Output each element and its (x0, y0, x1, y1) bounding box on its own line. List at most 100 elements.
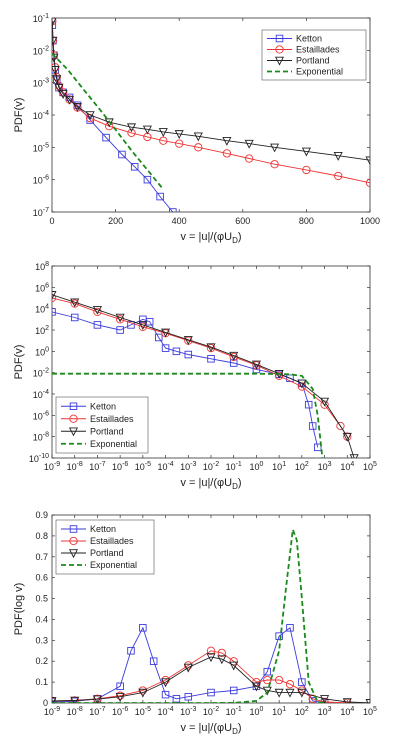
y-tick-label: 100 (35, 346, 49, 357)
x-tick-label: 0 (49, 216, 54, 226)
data-point-portland (92, 305, 102, 315)
data-point-ketton (286, 374, 294, 382)
x-tick-label: 10-7 (89, 461, 105, 472)
legend-marker-portland (274, 56, 285, 66)
y-tick-label: 0.7 (35, 552, 48, 562)
data-point-ketton (161, 690, 170, 699)
x-tick-label: 10-4 (157, 461, 173, 472)
y-tick-label: 0.3 (35, 635, 48, 645)
data-point-ketton (229, 686, 238, 695)
data-point-portland (72, 102, 82, 112)
data-point-portland (58, 90, 68, 99)
data-point-portland (251, 360, 261, 370)
x-tick-label: 10-1 (226, 706, 242, 717)
legend-marker-portland (68, 427, 79, 437)
x-tick-label: 105 (363, 461, 377, 472)
data-point-estaillades (263, 675, 272, 685)
data-point-estaillades (115, 315, 125, 324)
data-point-ketton (156, 192, 164, 201)
data-point-portland (126, 123, 137, 133)
x-tick-label: 104 (340, 461, 354, 472)
x-tick-label: 800 (299, 216, 314, 226)
y-tick-label: 10-8 (33, 432, 49, 443)
data-point-estaillades (127, 128, 136, 138)
data-point-estaillades (86, 113, 95, 123)
x-axis-label: v = |u|/(φUD) (180, 722, 241, 736)
y-tick-label: 10-2 (33, 45, 49, 56)
data-point-estaillades (285, 680, 295, 689)
data-point-ketton (207, 688, 215, 697)
x-tick-label: 102 (295, 461, 309, 472)
y-tick-label: 104 (35, 304, 49, 315)
data-point-portland (54, 83, 64, 93)
data-point-portland (229, 351, 239, 361)
data-point-estaillades (217, 648, 226, 658)
data-point-ketton (275, 632, 283, 640)
data-point-portland (115, 692, 125, 702)
data-point-estaillades (336, 421, 345, 431)
data-point-portland (193, 132, 203, 142)
y-tick-label: 102 (35, 325, 49, 336)
data-point-ketton (313, 443, 322, 452)
data-point-portland (52, 36, 58, 46)
series-group (52, 291, 359, 458)
legend-label-estaillades: Estaillades (90, 536, 134, 546)
data-point-portland (333, 151, 343, 161)
y-tick-label: 0.6 (35, 573, 48, 583)
x-tick-label: 102 (295, 706, 309, 717)
y-tick-label: 10-4 (33, 110, 49, 121)
data-point-estaillades (245, 154, 254, 163)
data-point-ketton (127, 647, 135, 655)
data-point-estaillades (334, 171, 343, 181)
x-tick-label: 103 (318, 706, 332, 717)
y-tick-label: 10-4 (33, 389, 49, 400)
data-point-estaillades (270, 160, 279, 169)
data-point-ketton (116, 326, 124, 334)
data-point-estaillades (138, 322, 148, 331)
data-point-portland (342, 432, 352, 442)
data-point-portland (229, 661, 239, 671)
y-tick-label: 0.4 (35, 614, 48, 624)
data-point-ketton (169, 208, 177, 212)
data-point-ketton (207, 355, 215, 363)
legend-marker-estaillades (275, 45, 284, 54)
x-tick-label: 103 (318, 461, 332, 472)
data-point-portland (85, 111, 95, 121)
legend-label-portland: Portland (90, 548, 124, 558)
data-point-portland (297, 379, 307, 389)
data-point-estaillades (194, 143, 203, 152)
legend-label-portland: Portland (296, 56, 330, 66)
y-axis-label: PDF(v) (13, 98, 25, 133)
data-point-estaillades (206, 646, 216, 655)
data-point-ketton (161, 344, 170, 352)
chart-3: 10-9 10-8 10-7 10-6 10-5 10-4 10-3 10-2 10-1 100 1… (13, 510, 377, 736)
data-point-portland (142, 125, 152, 135)
data-point-estaillades (297, 686, 307, 695)
data-point-ketton (52, 308, 56, 316)
y-tick-label: 10-7 (33, 207, 49, 218)
y-tick-label: 108 (35, 261, 49, 272)
chart-1: 0 200 400 600 800 1000 10-7 10-6 10-5 10-4 10-3 10-… (13, 13, 380, 245)
data-point-ketton (298, 678, 306, 686)
legend: Ketton Estaillades Portland Exponential (55, 519, 155, 575)
data-point-portland (301, 147, 311, 157)
data-point-ketton (286, 624, 294, 632)
x-tick-label: 10-3 (180, 461, 196, 472)
data-point-portland (274, 688, 284, 698)
series-line-exponential (52, 372, 324, 458)
series-group (52, 18, 370, 212)
y-axis-label: PDF(v) (13, 345, 25, 380)
data-point-portland (222, 136, 232, 146)
data-point-portland (64, 95, 75, 105)
data-point-portland (70, 298, 80, 308)
data-point-portland (52, 291, 57, 300)
legend-label-portland: Portland (90, 426, 124, 436)
data-point-portland (342, 698, 352, 703)
data-point-ketton (184, 692, 193, 701)
data-point-portland (70, 696, 80, 703)
data-point-portland (183, 336, 193, 345)
x-tick-label: 100 (249, 706, 263, 717)
legend-marker-estaillades (69, 536, 78, 546)
series-line-estaillades (52, 297, 348, 437)
